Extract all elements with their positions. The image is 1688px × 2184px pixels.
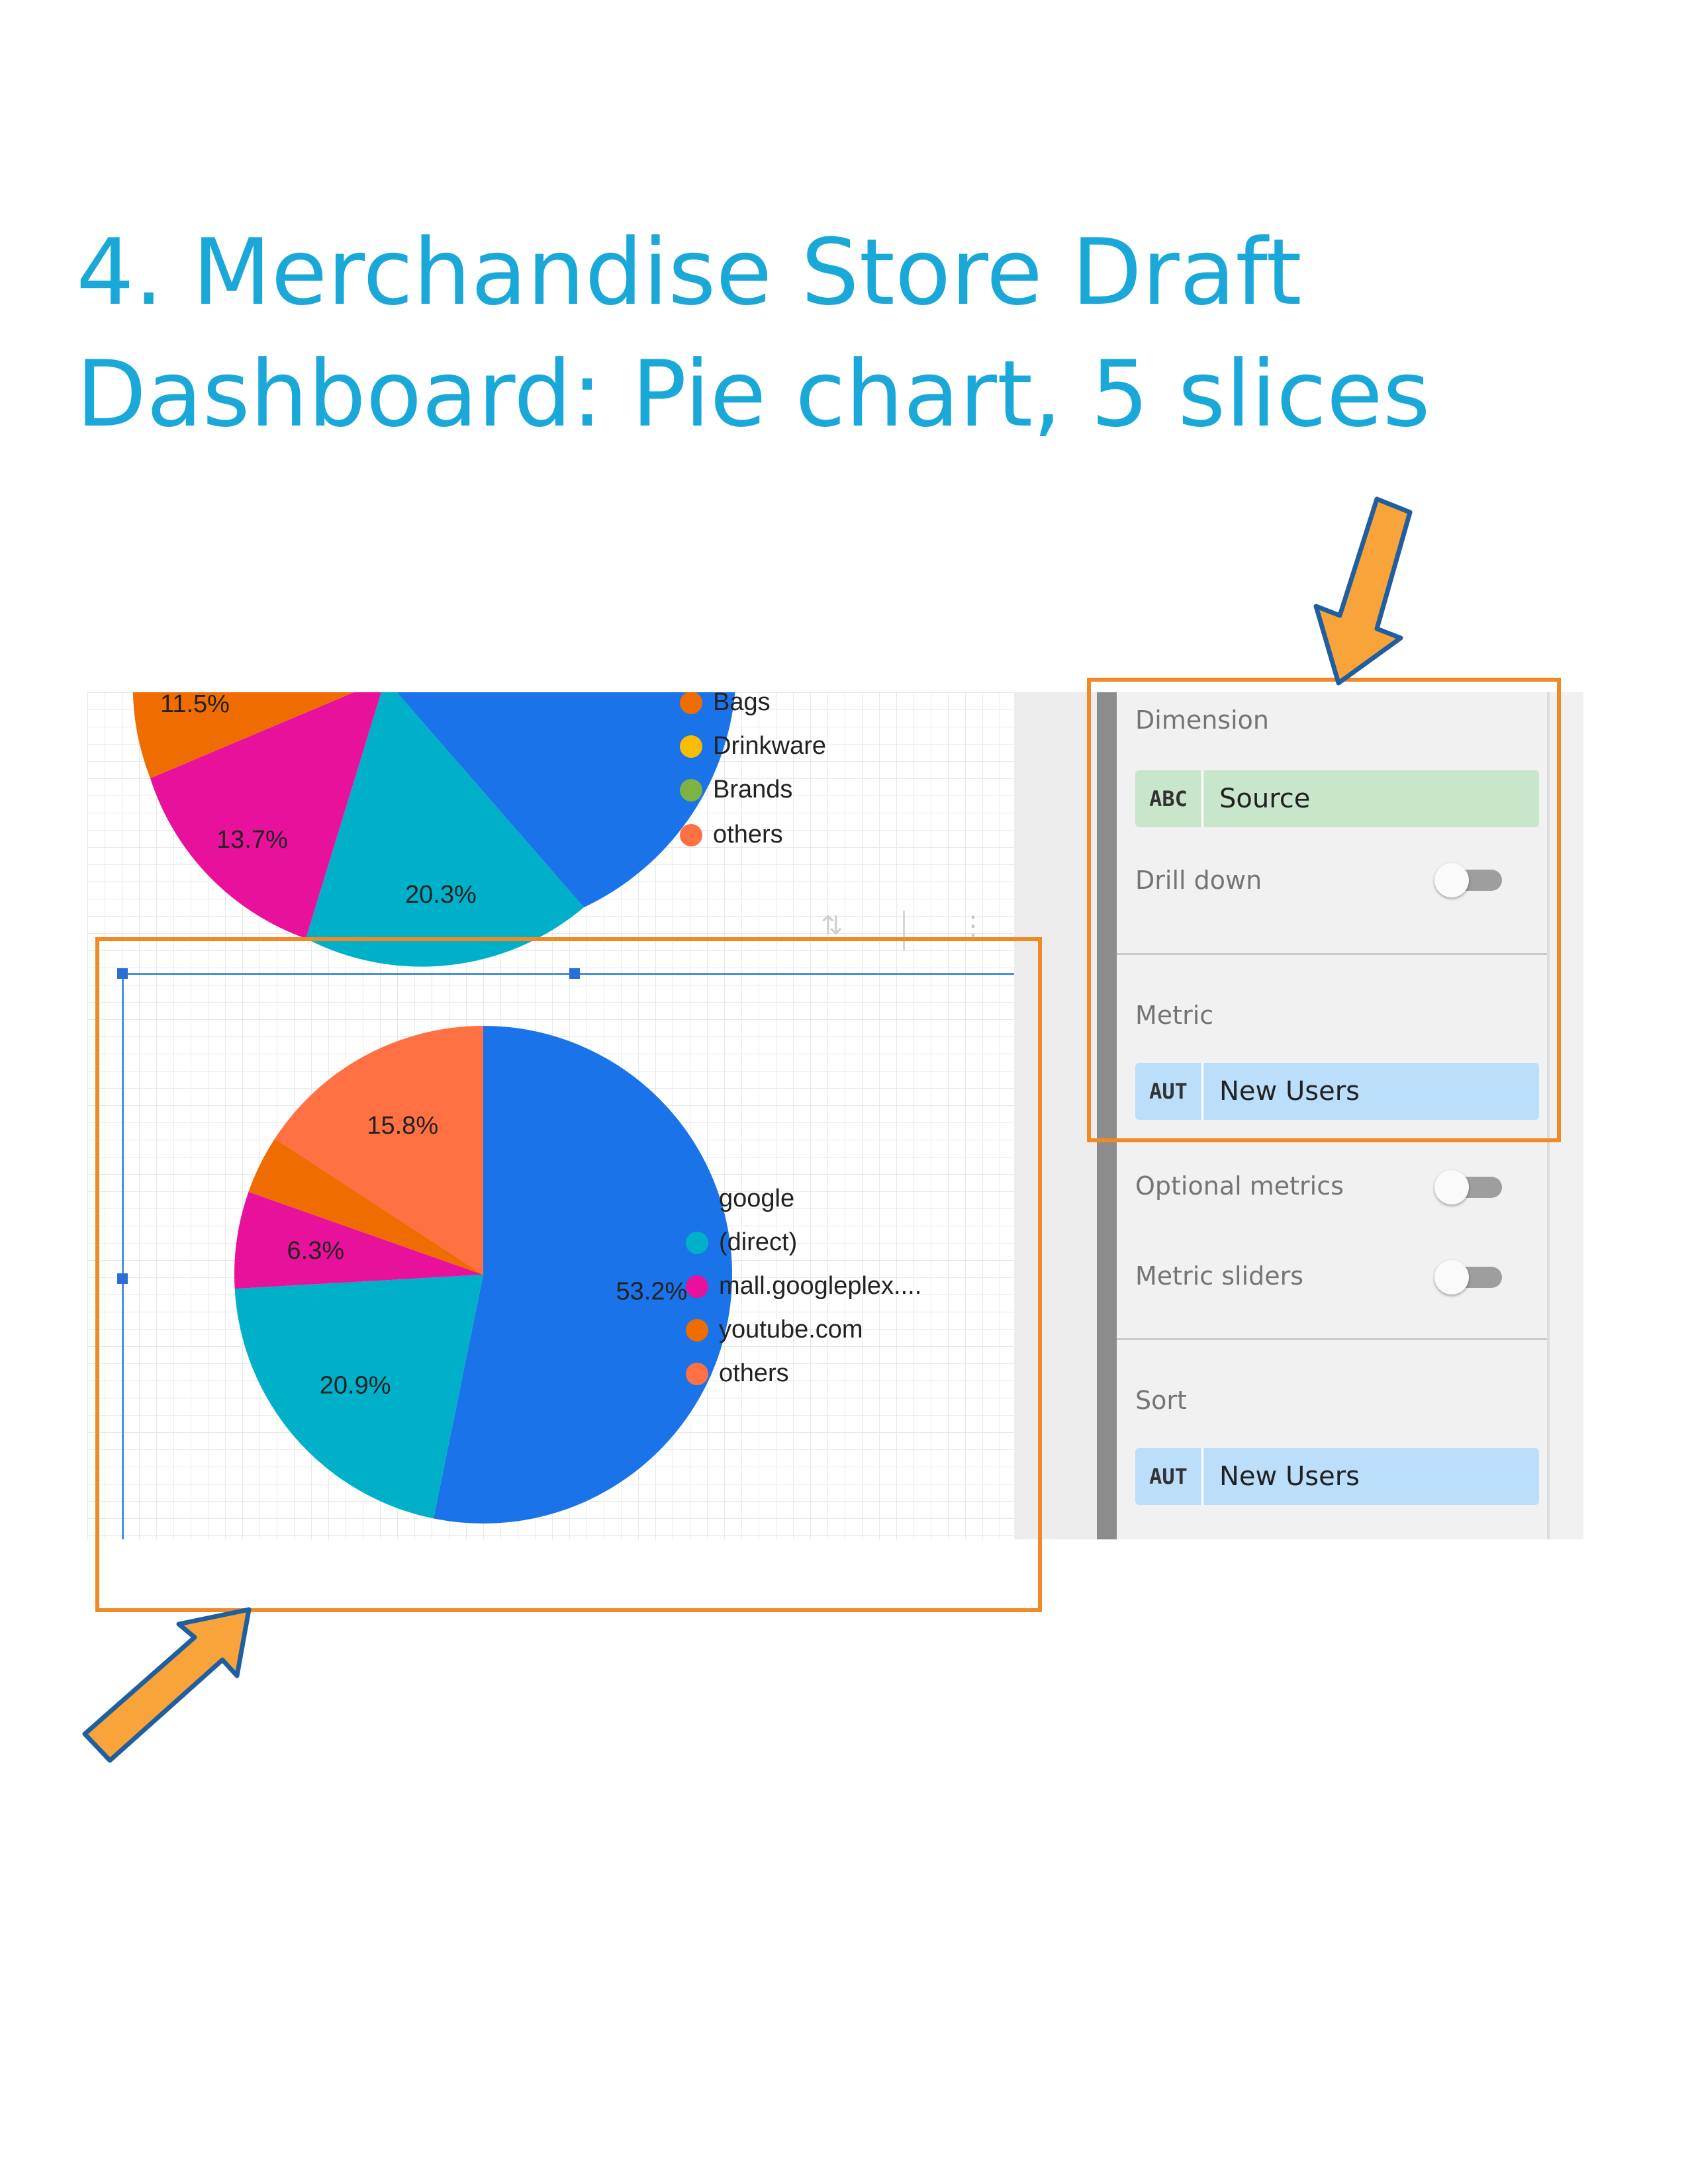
legend-label: others: [713, 821, 783, 848]
resize-handle-middle-left[interactable]: [117, 1273, 128, 1284]
metric-label: Metric: [1135, 1001, 1214, 1030]
highlight-box-chart: [95, 937, 1042, 1612]
more-options-icon[interactable]: ⋮: [960, 911, 986, 941]
top-pie-slice-magenta: [150, 692, 381, 938]
drill-down-label: Drill down: [1135, 866, 1262, 895]
legend-dot: [680, 735, 702, 758]
highlight-box-panel: [1087, 678, 1561, 1142]
pie-slice-4[interactable]: [275, 1026, 483, 1275]
canvas-gutter: [1014, 692, 1097, 1539]
legend-label: youtube.com: [719, 1316, 863, 1343]
title-line-2: Dashboard: Pie chart, 5 slices: [76, 341, 1430, 447]
pie-slice-label-4: 15.8%: [367, 1112, 438, 1140]
legend-label: others: [719, 1359, 789, 1387]
pie-slice-3[interactable]: [248, 1138, 483, 1275]
legend-dot: [680, 823, 702, 846]
number-type-icon: AUT: [1135, 1448, 1203, 1505]
pie-slice-1[interactable]: [234, 1275, 483, 1519]
title-line-1: 4. Merchandise Store Draft: [76, 219, 1302, 326]
toggle-knob: [1434, 1260, 1469, 1295]
metric-sliders-toggle[interactable]: [1434, 1260, 1507, 1295]
legend-label: Drinkware: [713, 732, 827, 760]
sort-metric-name: New Users: [1219, 1461, 1360, 1492]
legend-dot: [686, 1362, 708, 1385]
top-pie-label-1: 11.5%: [160, 692, 230, 718]
legend-label: (direct): [719, 1228, 798, 1256]
legend-dot: [686, 1187, 708, 1210]
legend-item-direct[interactable]: (direct): [686, 1228, 797, 1257]
dimension-name: Source: [1219, 784, 1311, 814]
report-canvas[interactable]: 11.5% 13.7% 20.3% Bags Drinkware Brands …: [87, 692, 1014, 1539]
panel-scrollbar[interactable]: [1097, 692, 1117, 1539]
section-divider: [1117, 953, 1547, 955]
resize-handle-top-left[interactable]: [117, 968, 128, 979]
pie-slice-label-2: 6.3%: [287, 1237, 345, 1265]
page-title: 4. Merchandise Store Draft Dashboard: Pi…: [76, 212, 1466, 455]
legend-label: Bags: [713, 692, 771, 716]
pie-slice-0[interactable]: [433, 1026, 733, 1524]
top-legend-item-bags: Bags: [680, 692, 771, 717]
main-pie-chart[interactable]: 53.2% 20.9% 6.3% 15.8%: [232, 1023, 761, 1539]
top-legend-item-others: others: [680, 821, 783, 849]
legend-dot: [686, 1318, 708, 1342]
toggle-knob: [1434, 1170, 1469, 1205]
chart-selection-box[interactable]: [122, 973, 1014, 1539]
drill-down-toggle[interactable]: [1434, 863, 1507, 897]
top-pie-label-2: 13.7%: [216, 826, 288, 854]
pie-slice-2[interactable]: [234, 1191, 483, 1289]
legend-item-youtube[interactable]: youtube.com: [686, 1316, 863, 1344]
legend-dot: [680, 778, 702, 801]
pie-slice-label-1: 20.9%: [320, 1371, 391, 1399]
legend-label: mall.googleplex....: [719, 1272, 922, 1300]
dimension-chip[interactable]: ABC Source: [1135, 770, 1539, 827]
dimension-label: Dimension: [1135, 705, 1269, 735]
toolbar-divider: [903, 911, 905, 950]
top-pie-slice-orange: [132, 692, 354, 778]
legend-label: google: [719, 1185, 795, 1212]
optional-metrics-label: Optional metrics: [1135, 1171, 1344, 1201]
arrow-down-icon: [1313, 496, 1413, 686]
properties-panel: Dimension ABC Source Drill down Metric A…: [1097, 692, 1583, 1539]
top-legend-item-brands: Brands: [680, 776, 792, 804]
metric-sliders-label: Metric sliders: [1135, 1261, 1304, 1291]
resize-handle-top-center[interactable]: [569, 968, 580, 979]
text-type-icon: ABC: [1135, 770, 1203, 827]
legend-dot: [680, 692, 702, 714]
legend-item-others[interactable]: others: [686, 1359, 789, 1388]
top-pie-chart[interactable]: 11.5% 13.7% 20.3%: [87, 692, 1014, 967]
pie-slice-label-0: 53.2%: [616, 1278, 688, 1306]
legend-item-mall-googleplex[interactable]: mall.googleplex....: [686, 1272, 921, 1300]
optional-metrics-toggle[interactable]: [1434, 1170, 1507, 1205]
section-divider: [1117, 1338, 1547, 1340]
number-type-icon: AUT: [1135, 1063, 1203, 1120]
legend-label: Brands: [713, 776, 793, 803]
legend-item-google[interactable]: google: [686, 1185, 794, 1213]
sort-label: Sort: [1135, 1386, 1187, 1415]
arrow-up-right-icon: [82, 1607, 252, 1763]
toggle-knob: [1434, 863, 1469, 897]
top-pie-slice-teal: [306, 692, 584, 967]
top-pie-slice-blue: [397, 692, 735, 907]
top-legend-item-drinkware: Drinkware: [680, 732, 826, 760]
legend-dot: [686, 1231, 708, 1254]
metric-chip[interactable]: AUT New Users: [1135, 1063, 1539, 1120]
sort-icon[interactable]: ⇅: [821, 911, 843, 941]
sort-chip[interactable]: AUT New Users: [1135, 1448, 1539, 1505]
legend-dot: [686, 1275, 708, 1298]
panel-edge: [1547, 692, 1550, 1539]
metric-name: New Users: [1219, 1076, 1360, 1107]
top-pie-label-3: 20.3%: [405, 881, 477, 909]
